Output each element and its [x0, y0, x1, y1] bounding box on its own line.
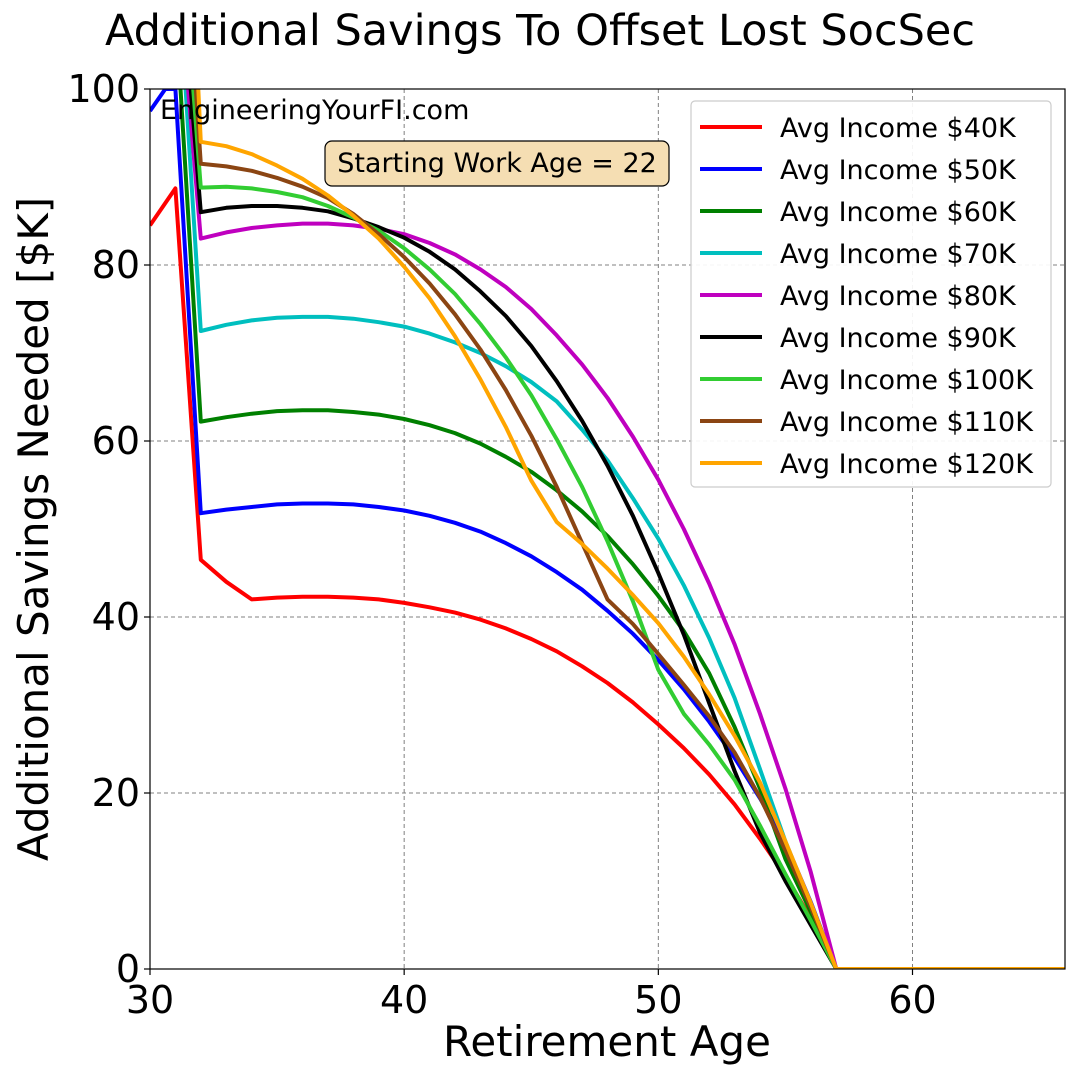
- annotation-text: Starting Work Age = 22: [337, 148, 657, 179]
- y-tick-label: 20: [92, 771, 140, 815]
- series-line-9: [196, 89, 1065, 969]
- axis-ticks: 30 40 50 60 0 20 40 60 80 100: [67, 67, 936, 1022]
- legend-label: Avg Income $70K: [780, 239, 1017, 270]
- series-line-5: [186, 89, 1065, 969]
- plot-frame: [149, 88, 1066, 970]
- series-line-3: [178, 89, 1065, 969]
- series-lines: [150, 89, 1065, 969]
- legend-frame: [690, 100, 1052, 488]
- legend: Avg Income $40K Avg Income $50K Avg Income…: [690, 100, 1052, 488]
- y-tick-label: 100: [67, 67, 140, 111]
- x-tick-label: 60: [888, 978, 936, 1022]
- watermark: EngineeringYourFI.com: [160, 95, 469, 126]
- series-line-6: [188, 89, 1065, 969]
- legend-label: Avg Income $100K: [780, 365, 1034, 396]
- series-line-1: [150, 186, 1065, 969]
- y-tick-label: 40: [92, 595, 140, 639]
- y-tick-label: 80: [92, 243, 140, 287]
- y-tick-label: 0: [116, 947, 140, 991]
- y-tick-label: 60: [92, 419, 140, 463]
- legend-label: Avg Income $110K: [780, 407, 1034, 438]
- legend-label: Avg Income $40K: [780, 113, 1017, 144]
- x-tick-label: 30: [126, 978, 174, 1022]
- legend-items: Avg Income $40K Avg Income $50K Avg Income…: [700, 113, 1034, 480]
- series-line-7: [191, 89, 1065, 969]
- series-line-2: [150, 89, 1065, 969]
- y-axis-label: Additional Savings Needed [$K]: [9, 197, 58, 861]
- chart-title: Additional Savings To Offset Lost SocSec: [105, 6, 975, 56]
- legend-label: Avg Income $120K: [780, 449, 1034, 480]
- annotation-box: Starting Work Age = 22: [324, 140, 670, 187]
- x-axis-label: Retirement Age: [443, 1017, 771, 1066]
- x-tick-label: 50: [634, 978, 682, 1022]
- legend-label: Avg Income $80K: [780, 281, 1017, 312]
- series-line-8: [193, 89, 1065, 969]
- legend-label: Avg Income $60K: [780, 197, 1017, 228]
- legend-label: Avg Income $90K: [780, 323, 1017, 354]
- legend-label: Avg Income $50K: [780, 155, 1017, 186]
- series-line-4: [183, 89, 1065, 969]
- x-tick-label: 40: [380, 978, 428, 1022]
